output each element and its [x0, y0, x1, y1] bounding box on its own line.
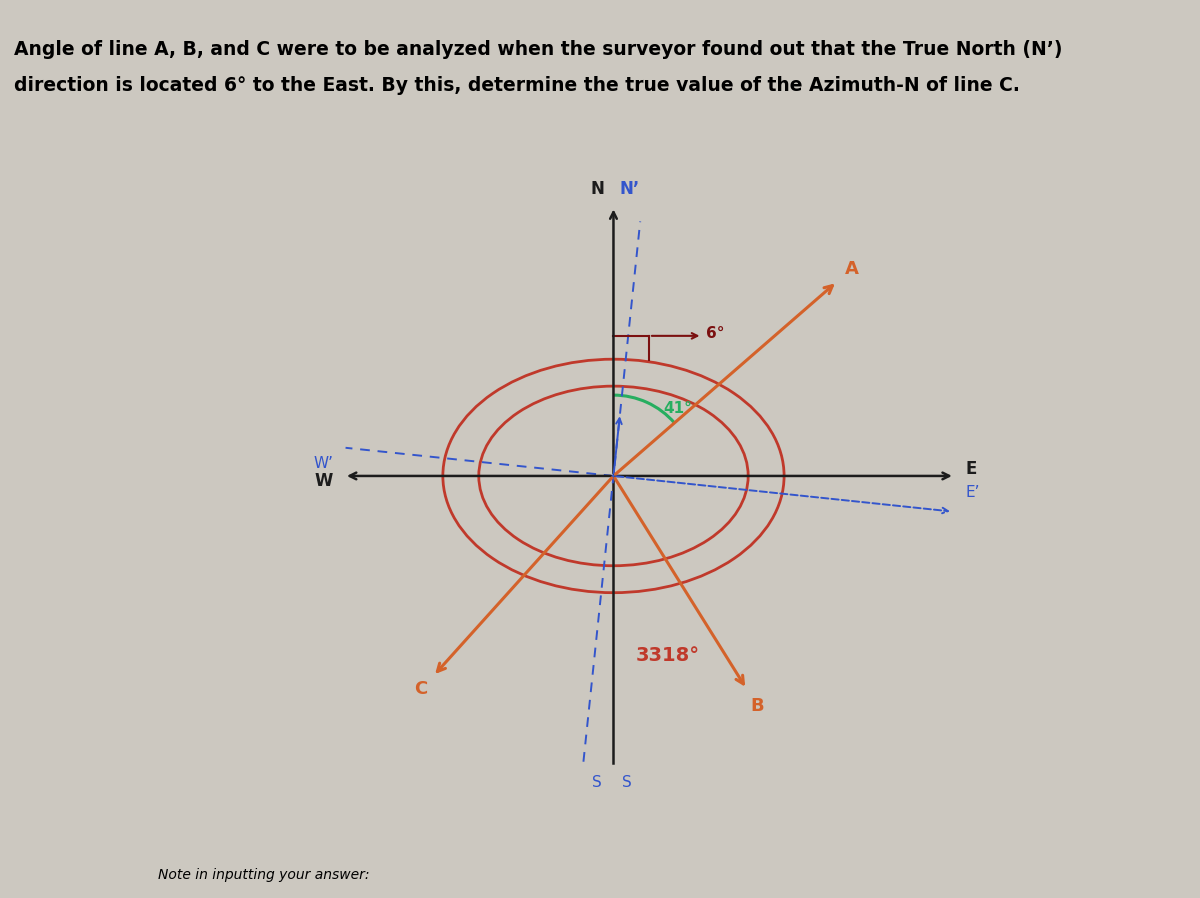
Text: W: W [314, 472, 334, 490]
Text: S: S [622, 775, 632, 790]
Text: S: S [593, 775, 602, 790]
Text: 3318°: 3318° [636, 646, 700, 665]
Text: W’: W’ [313, 456, 334, 471]
Text: B: B [750, 697, 764, 715]
Text: 6°: 6° [707, 326, 725, 340]
Text: Note in inputting your answer:: Note in inputting your answer: [158, 867, 370, 882]
Text: Angle of line A, B, and C were to be analyzed when the surveyor found out that t: Angle of line A, B, and C were to be ana… [14, 40, 1063, 59]
Text: direction is located 6° to the East. By this, determine the true value of the Az: direction is located 6° to the East. By … [14, 76, 1020, 95]
Text: E: E [966, 460, 977, 478]
Text: C: C [414, 681, 428, 699]
Text: E’: E’ [966, 485, 980, 499]
Text: N: N [590, 180, 605, 198]
Text: A: A [845, 260, 859, 277]
Text: N’: N’ [619, 180, 640, 198]
Text: 41°: 41° [662, 401, 691, 416]
